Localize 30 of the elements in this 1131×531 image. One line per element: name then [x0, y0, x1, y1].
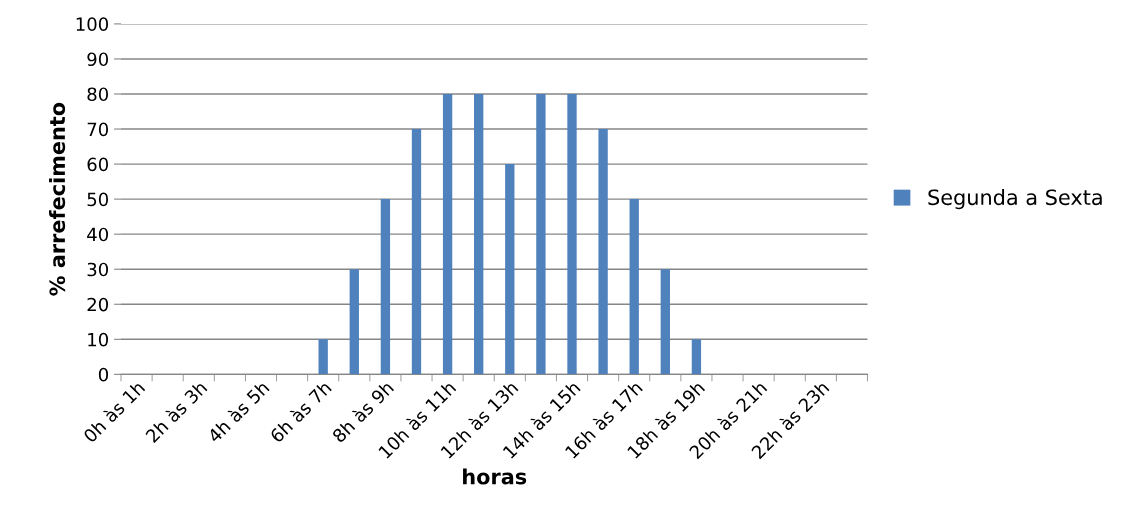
bar — [442, 93, 453, 375]
y-tick-label: 50 — [87, 192, 109, 207]
y-tick-label: 80 — [87, 87, 109, 102]
bar — [567, 93, 577, 375]
bar — [411, 129, 422, 375]
y-tick-label: 40 — [87, 227, 109, 242]
bar — [629, 199, 639, 375]
y-tick-label: 100 — [76, 17, 109, 32]
y-tick-label: 60 — [87, 157, 109, 172]
bar — [474, 93, 484, 375]
y-tick-label: 0 — [98, 367, 109, 382]
bar — [660, 269, 670, 375]
y-axis-title: % arrefecimento — [49, 102, 66, 296]
bar — [318, 339, 328, 375]
y-tick-label: 20 — [87, 297, 109, 312]
x-tick-label: 4h às 5h — [206, 379, 270, 444]
x-tick-label: 2h às 3h — [144, 379, 208, 444]
bar — [349, 269, 359, 375]
bar — [505, 164, 515, 375]
x-tick-label: 6h às 7h — [268, 379, 332, 444]
bar — [598, 129, 608, 375]
bar — [380, 199, 391, 375]
legend-label: Segunda a Sexta — [928, 189, 1102, 210]
y-tick-label: 30 — [87, 262, 109, 277]
y-tick-label: 10 — [88, 332, 109, 347]
bar — [691, 339, 702, 375]
y-tick-label: 70 — [87, 122, 109, 137]
bar — [536, 93, 546, 375]
x-axis-title: horas — [463, 468, 527, 485]
y-tick-label: 90 — [87, 52, 109, 67]
